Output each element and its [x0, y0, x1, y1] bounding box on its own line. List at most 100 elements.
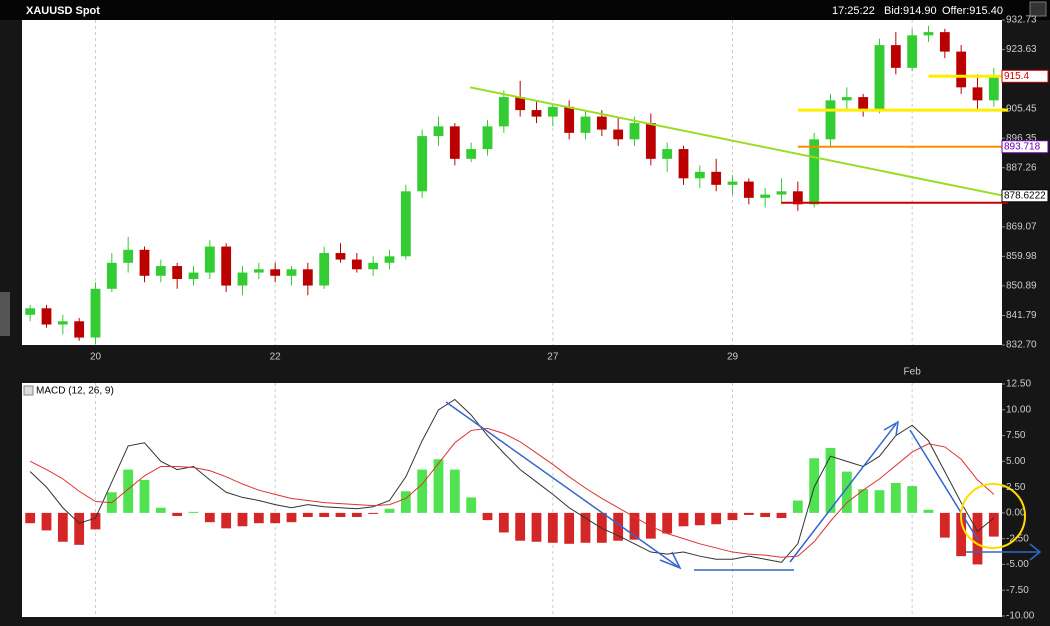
annotation-circle: [960, 483, 1026, 549]
price-label: 893.718: [1004, 141, 1041, 152]
candle-body: [890, 45, 901, 68]
candle-body: [825, 100, 836, 140]
histogram-bar: [988, 512, 999, 537]
histogram-bar: [482, 512, 493, 521]
candle-body: [351, 259, 362, 270]
y-tick-label: 905.45: [1006, 103, 1037, 114]
histogram-bar: [825, 447, 836, 513]
candle-body: [482, 126, 493, 150]
x-tick-label: 29: [727, 352, 739, 363]
macd-line: [29, 427, 995, 558]
candle-body: [596, 116, 607, 130]
candle-body: [286, 269, 297, 276]
histogram-bar: [57, 512, 68, 542]
y-tick-label: 896.35: [1006, 133, 1037, 144]
offer: Offer:915.40: [942, 5, 1003, 17]
side-handle[interactable]: [0, 292, 10, 336]
histogram-bar: [678, 512, 689, 527]
histogram-bar: [662, 512, 673, 534]
histogram-bar: [711, 512, 722, 525]
symbol-title: XAUUSD Spot: [26, 5, 100, 17]
candle-body: [25, 308, 36, 315]
histogram-bar: [564, 512, 575, 544]
y-tick-label: 932.73: [1006, 15, 1037, 26]
candle-body: [204, 246, 215, 273]
price-label: 915.4: [1004, 71, 1029, 82]
candle-body: [547, 106, 558, 117]
candle-body: [384, 256, 395, 263]
candle-body: [662, 149, 673, 159]
candle-body: [188, 272, 199, 280]
histogram-bar: [629, 512, 640, 540]
clock: 17:25:22: [832, 5, 875, 17]
annotation: [659, 551, 682, 570]
histogram-bar: [25, 512, 36, 524]
y-tick-label: -10.00: [1006, 611, 1035, 622]
candle-body: [74, 321, 85, 338]
y-tick-label: 0.00: [1006, 508, 1026, 519]
price-label-box: [1001, 189, 1049, 203]
histogram-bar: [613, 512, 624, 541]
candle-body: [123, 249, 134, 263]
histogram-bar: [74, 512, 85, 545]
histogram-bar: [449, 469, 460, 513]
bid: Bid:914.90: [884, 5, 937, 17]
candle-body: [368, 262, 379, 270]
candle-body: [172, 266, 183, 280]
candle-body: [433, 126, 444, 137]
macd-title: MACD (12, 26, 9): [36, 386, 114, 397]
candle-body: [466, 149, 477, 159]
histogram-bar: [760, 512, 771, 518]
candle-body: [221, 246, 232, 286]
histogram-bar: [727, 512, 738, 521]
candle-body: [253, 269, 264, 273]
candle-body: [776, 191, 787, 195]
price-label: 878.6222: [1004, 190, 1046, 201]
y-tick-label: 923.63: [1006, 44, 1037, 55]
histogram-bar: [515, 512, 526, 541]
candle-body: [874, 45, 885, 111]
histogram-bar: [956, 512, 967, 557]
histogram-bar: [172, 512, 183, 516]
candle-body: [972, 87, 983, 101]
histogram-bar: [531, 512, 542, 542]
candle-body: [678, 149, 689, 179]
candle-body: [515, 97, 526, 111]
x-tick-label: 27: [547, 352, 559, 363]
candle-body: [907, 35, 918, 68]
histogram-bar: [302, 512, 313, 518]
histogram-bar: [923, 509, 934, 513]
histogram-bar: [580, 512, 591, 543]
macd-panel: [22, 383, 1002, 617]
candle-body: [531, 110, 542, 117]
close-indicator[interactable]: [23, 385, 34, 396]
histogram-bar: [858, 489, 869, 513]
candle-body: [743, 181, 754, 198]
y-tick-label: 869.07: [1006, 221, 1037, 232]
y-tick-label: 850.89: [1006, 281, 1037, 292]
candle-body: [270, 269, 281, 276]
y-tick-label: 5.00: [1006, 456, 1026, 467]
candle-body: [629, 123, 640, 140]
histogram-bar: [417, 469, 428, 513]
close-button[interactable]: [1029, 1, 1047, 17]
candle-body: [417, 136, 428, 192]
candle-body: [956, 51, 967, 88]
histogram-bar: [155, 507, 166, 513]
price-panel: [22, 20, 1002, 345]
candle-body: [449, 126, 460, 159]
candle-body: [760, 194, 771, 198]
candle-body: [645, 123, 656, 159]
y-tick-label: 12.50: [1006, 379, 1031, 390]
histogram-bar: [123, 469, 134, 513]
price-label-box: [1001, 69, 1049, 83]
candle-body: [335, 253, 346, 260]
histogram-bar: [237, 512, 248, 527]
annotation: [909, 429, 979, 541]
trend-line: [469, 86, 1005, 197]
histogram-bar: [890, 482, 901, 513]
histogram-bar: [907, 486, 918, 513]
histogram-bar: [204, 512, 215, 523]
candle-body: [400, 191, 411, 257]
